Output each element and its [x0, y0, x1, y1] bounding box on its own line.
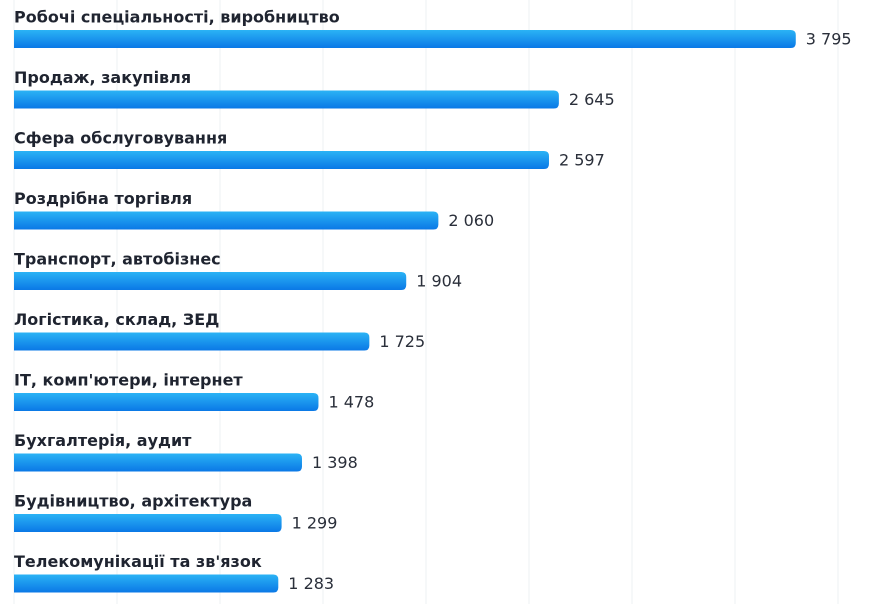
bar	[14, 574, 279, 593]
category-label: Робочі спеціальності, виробництво	[14, 8, 340, 27]
bar	[14, 151, 549, 169]
category-label: Телекомунікації та зв'язок	[14, 552, 262, 571]
bar	[14, 332, 370, 351]
bar	[14, 211, 439, 230]
category-label: Будівництво, архітектура	[14, 492, 252, 511]
bar	[14, 272, 407, 290]
bar	[14, 393, 319, 411]
bar	[14, 514, 282, 532]
category-label: Продаж, закупівля	[14, 68, 191, 87]
value-label: 2 597	[559, 151, 605, 170]
value-label: 1 478	[328, 393, 374, 412]
value-label: 2 645	[569, 90, 615, 109]
category-label: Бухгалтерія, аудит	[14, 431, 192, 450]
bar	[14, 90, 559, 109]
category-label: Роздрібна торгівля	[14, 189, 192, 208]
value-label: 3 795	[806, 30, 852, 49]
category-label: ІТ, комп'ютери, інтернет	[14, 371, 243, 390]
value-label: 2 060	[448, 211, 494, 230]
category-label: Сфера обслуговування	[14, 129, 227, 148]
bar	[14, 453, 302, 472]
bar	[14, 30, 796, 48]
value-label: 1 725	[379, 332, 425, 351]
category-label: Логістика, склад, ЗЕД	[14, 310, 219, 329]
value-label: 1 299	[292, 514, 338, 533]
category-label: Транспорт, автобізнес	[14, 250, 221, 269]
value-label: 1 398	[312, 453, 358, 472]
value-label: 1 283	[288, 574, 334, 593]
value-label: 1 904	[416, 272, 462, 291]
